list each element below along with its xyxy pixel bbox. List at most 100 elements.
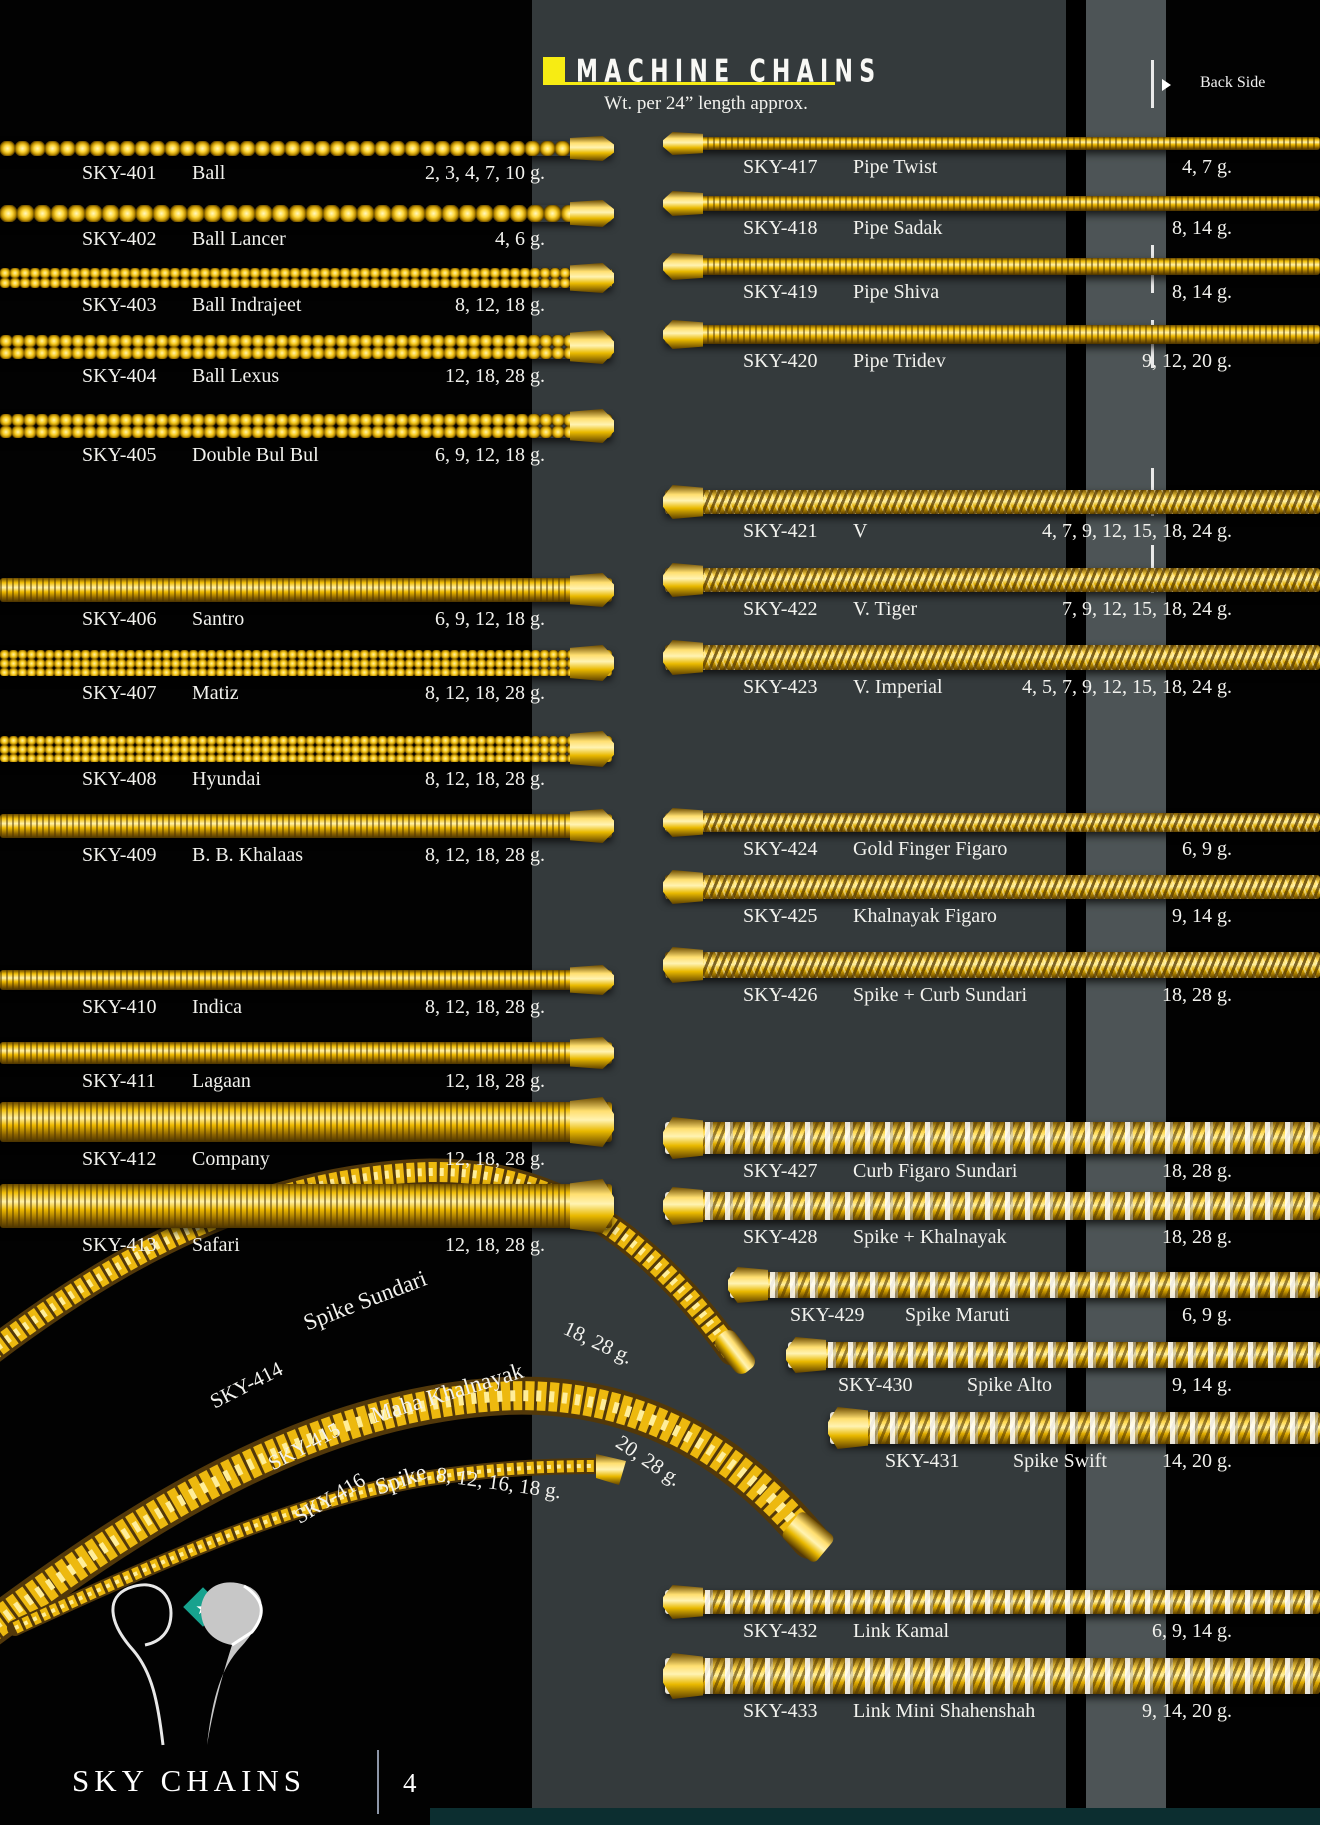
chain-clasp — [570, 1037, 614, 1069]
chain-photo-SKY-423 — [663, 640, 1320, 675]
catalog-row-SKY-432: SKY-432 Link Kamal 6, 9, 14 g. — [0, 1620, 1320, 1646]
product-name: Gold Finger Figaro — [853, 838, 1008, 860]
product-code: SKY-419 — [743, 281, 818, 303]
catalog-row-SKY-428: SKY-428 Spike + Khalnayak 18, 28 g. — [0, 1226, 1320, 1252]
product-weights: 8, 14 g. — [1172, 281, 1232, 303]
product-weights: 12, 18, 28 g. — [445, 1148, 545, 1170]
chain-photo-SKY-404 — [0, 330, 614, 364]
catalog-row-SKY-418: SKY-418 Pipe Sadak 8, 14 g. — [0, 217, 1320, 243]
chain-clasp — [570, 1179, 614, 1233]
chain-photo-SKY-427 — [663, 1117, 1320, 1159]
product-weights: 12, 18, 28 g. — [445, 1070, 545, 1092]
chain-clasp — [663, 191, 703, 216]
chain-photo-SKY-431 — [828, 1407, 1320, 1449]
product-weights: 6, 9 g. — [1182, 838, 1232, 860]
product-code: SKY-427 — [743, 1160, 818, 1182]
catalog-row-SKY-430: SKY-430 Spike Alto 9, 14 g. — [0, 1374, 1320, 1400]
chain-photo-SKY-422 — [663, 563, 1320, 597]
chain-clasp — [663, 870, 703, 904]
chain-clasp — [570, 965, 614, 995]
chain-clasp — [570, 136, 614, 161]
chain-clasp — [570, 330, 614, 364]
product-name: Khalnayak Figaro — [853, 905, 997, 927]
background-band-stripe — [1066, 0, 1086, 1825]
catalog-row-SKY-423: SKY-423 V. Imperial 4, 5, 7, 9, 12, 15, 18… — [0, 676, 1320, 702]
catalog-row-SKY-422: SKY-422 V. Tiger 7, 9, 12, 15, 18, 24 g. — [0, 598, 1320, 624]
product-name: Company — [192, 1148, 270, 1170]
product-code: SKY-406 — [82, 608, 157, 630]
product-name: Ball Lexus — [192, 365, 280, 387]
chain-photo-SKY-412 — [0, 1097, 614, 1147]
product-code: SKY-426 — [743, 984, 818, 1006]
page-subtitle: Wt. per 24” length approx. — [604, 93, 808, 114]
chain-clasp — [663, 1187, 703, 1225]
chain-clasp — [663, 485, 703, 519]
product-code: SKY-425 — [743, 905, 818, 927]
bottom-strip — [430, 1808, 1320, 1825]
product-name: V. Imperial — [853, 676, 943, 698]
product-weights: 18, 28 g. — [1162, 1226, 1232, 1248]
product-name: Matiz — [192, 682, 239, 704]
product-name: Spike Alto — [967, 1374, 1053, 1396]
chain-clasp — [570, 645, 614, 681]
product-code: SKY-407 — [82, 682, 157, 704]
chain-clasp — [663, 253, 703, 280]
chain-photo-SKY-411 — [0, 1037, 614, 1069]
chain-clasp — [663, 1585, 703, 1619]
chain-clasp — [786, 1337, 826, 1373]
chain-photo-SKY-429 — [728, 1267, 1320, 1303]
product-weights: 8, 12, 18 g. — [455, 294, 545, 316]
brand-wordmark: SKY CHAINS — [72, 1763, 307, 1798]
product-name: Safari — [192, 1234, 240, 1256]
back-side-label: Back Side — [1200, 74, 1266, 91]
chain-photo-SKY-417 — [663, 132, 1320, 155]
product-code: SKY-405 — [82, 444, 157, 466]
product-name: Hyundai — [192, 768, 261, 790]
chain-clasp — [728, 1267, 768, 1303]
chain-photo-SKY-424 — [663, 808, 1320, 837]
product-weights: 8, 12, 18, 28 g. — [425, 682, 545, 704]
product-weights: 8, 12, 18, 28 g. — [425, 996, 545, 1018]
product-name: V. Tiger — [853, 598, 918, 620]
chain-clasp — [570, 409, 614, 443]
product-weights: 18, 28 g. — [1162, 1160, 1232, 1182]
chain-clasp — [663, 132, 703, 155]
chain-photo-SKY-409 — [0, 809, 614, 843]
chain-clasp — [663, 563, 703, 597]
catalog-row-SKY-407: SKY-407 Matiz 8, 12, 18, 28 g. — [0, 682, 1320, 708]
product-code: SKY-430 — [838, 1374, 913, 1396]
product-code: SKY-418 — [743, 217, 818, 239]
product-code: SKY-410 — [82, 996, 157, 1018]
product-code-SKY-416: SKY-416 — [290, 1467, 370, 1529]
chain-photo-SKY-419 — [663, 253, 1320, 280]
product-weights: 14, 20 g. — [1162, 1450, 1232, 1472]
product-weights: 18, 28 g. — [1162, 984, 1232, 1006]
catalog-row-SKY-419: SKY-419 Pipe Shiva 8, 14 g. — [0, 281, 1320, 307]
product-weights: 4, 5, 7, 9, 12, 15, 18, 24 g. — [1022, 676, 1232, 698]
product-name: Curb Figaro Sundari — [853, 1160, 1018, 1182]
chain-clasp — [663, 640, 703, 675]
catalog-row-SKY-409: SKY-409 B. B. Khalaas 8, 12, 18, 28 g. — [0, 844, 1320, 870]
catalog-row-SKY-425: SKY-425 Khalnayak Figaro 9, 14 g. — [0, 905, 1320, 931]
chain-clasp — [570, 1097, 614, 1147]
catalog-row-SKY-404: SKY-404 Ball Lexus 12, 18, 28 g. — [0, 365, 1320, 391]
product-name: Spike Swift — [1013, 1450, 1107, 1472]
chain-clasp — [663, 320, 703, 349]
catalog-row-SKY-402: SKY-402 Ball Lancer 4, 6 g. — [0, 228, 1320, 254]
chain-photo-SKY-433 — [663, 1653, 1320, 1699]
catalog-row-SKY-420: SKY-420 Pipe Tridev 9, 12, 20 g. — [0, 350, 1320, 376]
product-code: SKY-401 — [82, 162, 157, 184]
product-name: Double Bul Bul — [192, 444, 319, 466]
chain-clasp — [663, 1653, 703, 1699]
product-name: Pipe Tridev — [853, 350, 946, 372]
catalog-row-SKY-405: SKY-405 Double Bul Bul 6, 9, 12, 18 g. — [0, 444, 1320, 470]
product-name: Link Kamal — [853, 1620, 950, 1642]
product-weights: 9, 14 g. — [1172, 905, 1232, 927]
product-weights: 8, 12, 18, 28 g. — [425, 844, 545, 866]
product-name: Santro — [192, 608, 245, 630]
chain-clasp — [663, 808, 703, 837]
catalog-row-SKY-417: SKY-417 Pipe Twist 4, 7 g. — [0, 156, 1320, 182]
chain-photo-SKY-413 — [0, 1179, 614, 1233]
chain-photo-SKY-408 — [0, 731, 614, 767]
product-code: SKY-402 — [82, 228, 157, 250]
